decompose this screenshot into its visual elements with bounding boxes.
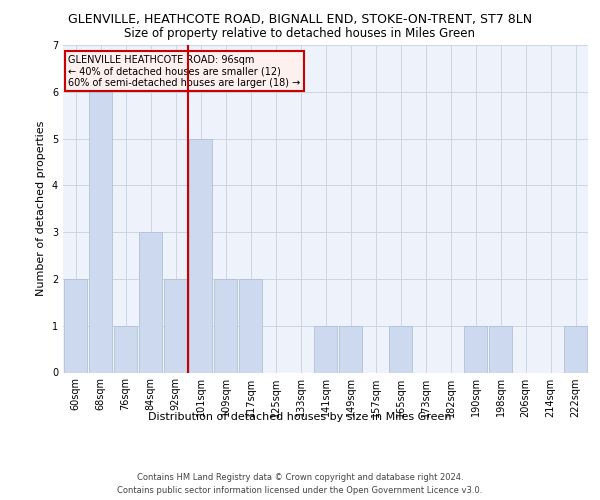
Bar (389, 326, 412, 372)
Bar (489, 326, 512, 372)
Bar (214, 279, 237, 372)
Bar (89, 92, 112, 372)
Bar (464, 326, 487, 372)
Bar (189, 138, 212, 372)
Bar (339, 326, 362, 372)
Bar (64, 279, 87, 372)
Text: Contains HM Land Registry data © Crown copyright and database right 2024.: Contains HM Land Registry data © Crown c… (137, 472, 463, 482)
Text: Distribution of detached houses by size in Miles Green: Distribution of detached houses by size … (148, 412, 452, 422)
Bar (139, 232, 162, 372)
Bar (164, 279, 187, 372)
Bar (564, 326, 587, 372)
Text: Size of property relative to detached houses in Miles Green: Size of property relative to detached ho… (125, 28, 476, 40)
Text: GLENVILLE HEATHCOTE ROAD: 96sqm
← 40% of detached houses are smaller (12)
60% of: GLENVILLE HEATHCOTE ROAD: 96sqm ← 40% of… (68, 55, 301, 88)
Y-axis label: Number of detached properties: Number of detached properties (37, 121, 46, 296)
Bar (239, 279, 262, 372)
Text: Contains public sector information licensed under the Open Government Licence v3: Contains public sector information licen… (118, 486, 482, 495)
Bar (314, 326, 337, 372)
Text: GLENVILLE, HEATHCOTE ROAD, BIGNALL END, STOKE-ON-TRENT, ST7 8LN: GLENVILLE, HEATHCOTE ROAD, BIGNALL END, … (68, 12, 532, 26)
Bar (114, 326, 137, 372)
